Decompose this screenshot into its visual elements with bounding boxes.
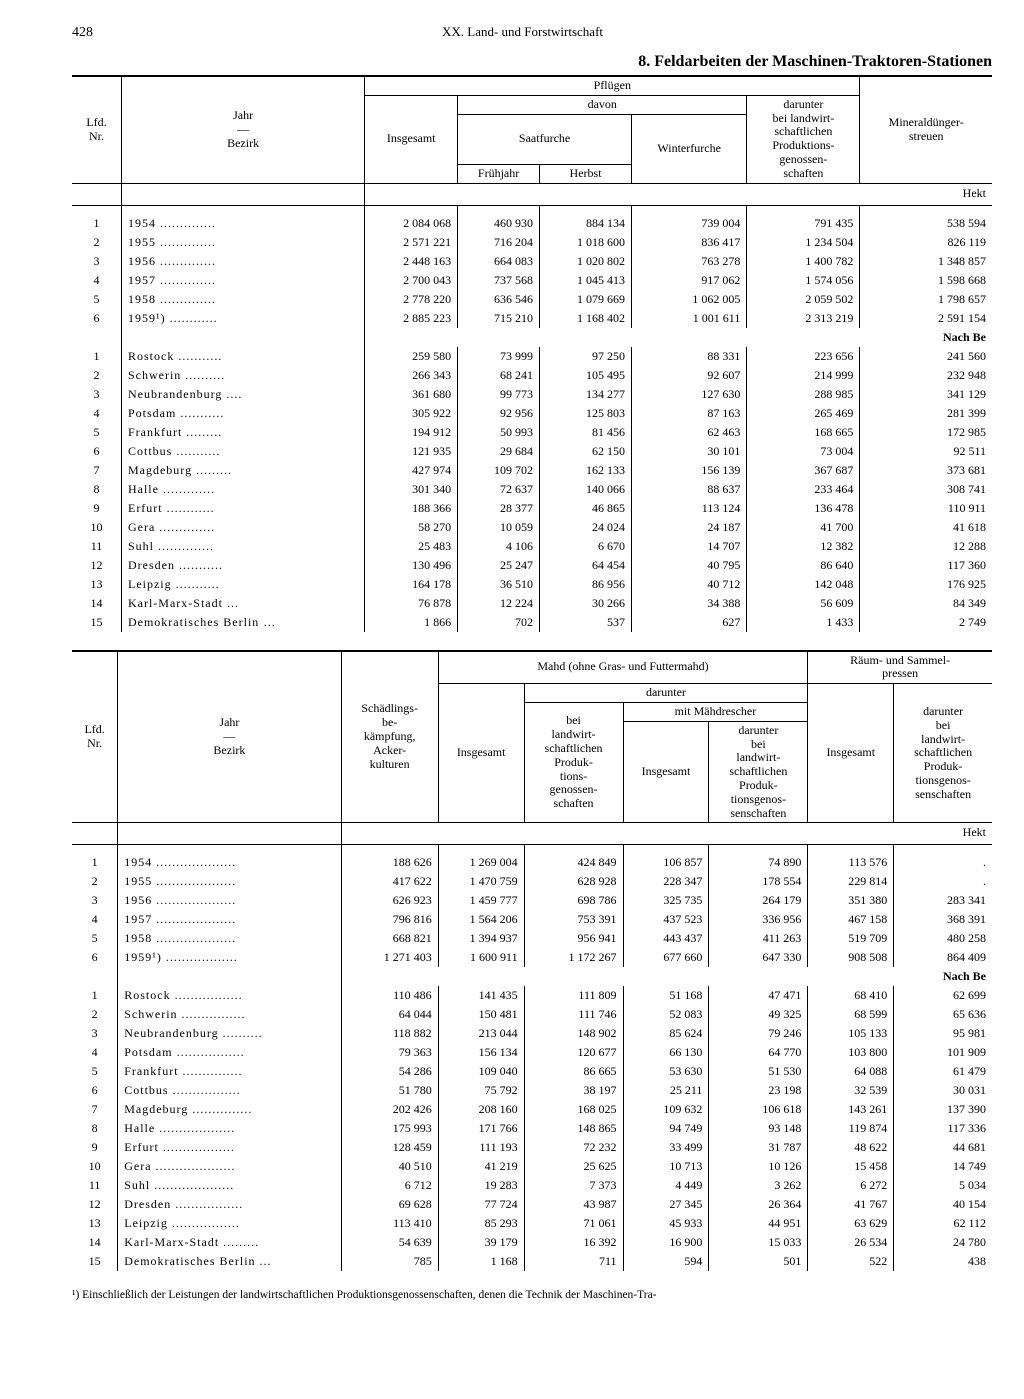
- table-row: 9Erfurt ..................128 459111 193…: [72, 1138, 992, 1157]
- table-row: 10Gera ....................40 51041 2192…: [72, 1157, 992, 1176]
- table-row: 3Neubrandenburg ..........118 882213 044…: [72, 1024, 992, 1043]
- col-mineral: Mineraldünger-streuen: [860, 76, 992, 183]
- table-row: 8Halle ...................175 993171 766…: [72, 1119, 992, 1138]
- table-row: 11Suhl ..............25 4834 1066 67014 …: [72, 537, 992, 556]
- col-mahd-darunter: darunter: [524, 684, 808, 703]
- table-row: 12Dresden .................69 62877 7244…: [72, 1195, 992, 1214]
- table-row: 21955 ....................417 6221 470 7…: [72, 872, 992, 891]
- table-row: 1Rostock ...........259 58073 99997 2508…: [72, 347, 992, 366]
- table-row: 9Erfurt ............188 36628 37746 8651…: [72, 499, 992, 518]
- table-row: 10Gera ..............58 27010 05924 0242…: [72, 518, 992, 537]
- col-md-lpg: darunterbeilandwirt-schaftlichenProduk-t…: [709, 721, 808, 823]
- col-schaedling: Schädlings-be-kämpfung,Acker-kulturen: [341, 651, 438, 823]
- page-number: 428: [72, 25, 93, 41]
- table-row: 11Suhl ....................6 71219 2837 …: [72, 1176, 992, 1195]
- table-row: 31956 ..............2 448 163664 0831 02…: [72, 252, 992, 271]
- table-row: 14Karl-Marx-Stadt .........54 63939 1791…: [72, 1233, 992, 1252]
- col-bezirk: Bezirk: [227, 136, 259, 150]
- table-row: 13Leipzig ...........164 17836 51086 956…: [72, 575, 992, 594]
- table-pfluegen: Lfd.Nr. Jahr— Bezirk Pflügen Mineraldüng…: [72, 75, 992, 632]
- table-row: 1Rostock .................110 486141 435…: [72, 986, 992, 1005]
- table-row: 21955 ..............2 571 221716 2041 01…: [72, 233, 992, 252]
- col-mahd-insg: Insgesamt: [438, 684, 524, 823]
- table-row: 8Halle .............301 34072 637140 066…: [72, 480, 992, 499]
- col-jahr-2: Jahr: [219, 715, 239, 729]
- table-row: 2Schwerin ................64 044150 4811…: [72, 1005, 992, 1024]
- col-darunter: darunterbei landwirt-schaftlichenProdukt…: [747, 95, 860, 183]
- col-saatfurche: Saatfurche: [458, 114, 632, 164]
- col-pfluegen: Pflügen: [365, 76, 860, 95]
- footnote: ¹) Einschließlich der Leistungen der lan…: [72, 1289, 992, 1301]
- col-md-insg: Insgesamt: [623, 721, 709, 823]
- unit-label-2: Hekt: [341, 823, 992, 845]
- col-winterfurche: Winterfurche: [632, 114, 747, 183]
- table-row: 6Cottbus .................51 78075 79238…: [72, 1081, 992, 1100]
- table-row: 51958 ....................668 8211 394 9…: [72, 929, 992, 948]
- col-lfd: Lfd.Nr.: [72, 76, 121, 183]
- col-jahr: Jahr: [233, 108, 253, 122]
- table-row: 11954 ....................188 6261 269 0…: [72, 845, 992, 873]
- col-lfd-2: Lfd.Nr.: [72, 651, 118, 823]
- table-row: 15Demokratisches Berlin ...7851 16871159…: [72, 1252, 992, 1271]
- col-bei-lpg: beilandwirt-schaftlichenProduk-tions-gen…: [524, 702, 623, 822]
- col-bezirk-2: Bezirk: [213, 743, 245, 757]
- table-row: 7Magdeburg ...............202 426208 160…: [72, 1100, 992, 1119]
- col-rp-insg: Insgesamt: [808, 684, 894, 823]
- table-row: 3Neubrandenburg ....361 68099 773134 277…: [72, 385, 992, 404]
- table-row: 4Potsdam ...........305 92292 956125 803…: [72, 404, 992, 423]
- table-row: 2Schwerin ..........266 34368 241105 495…: [72, 366, 992, 385]
- col-fruehjahr: Frühjahr: [458, 164, 540, 183]
- table-row: 13Leipzig .................113 41085 293…: [72, 1214, 992, 1233]
- table-mahd: Lfd.Nr. Jahr— Bezirk Schädlings-be-kämpf…: [72, 650, 992, 1272]
- table-row: 6Cottbus ...........121 93529 68462 1503…: [72, 442, 992, 461]
- col-mahd: Mahd (ohne Gras- und Futtermahd): [438, 651, 808, 684]
- table-row: 14Karl-Marx-Stadt ...76 87812 22430 2663…: [72, 594, 992, 613]
- table-row: 51958 ..............2 778 220636 5461 07…: [72, 290, 992, 309]
- table-row: 61959¹) ............2 885 223715 2101 16…: [72, 309, 992, 328]
- col-maehdrescher: mit Mähdrescher: [623, 702, 808, 721]
- col-davon: davon: [458, 95, 747, 114]
- col-raeum: Räum- und Sammel-pressen: [808, 651, 992, 684]
- table-row: 12Dresden ...........130 49625 24764 454…: [72, 556, 992, 575]
- table-title: 8. Feldarbeiten der Maschinen-Traktoren-…: [72, 53, 992, 71]
- table-row: 5Frankfurt ...............54 286109 0408…: [72, 1062, 992, 1081]
- table-row: 11954 ..............2 084 068460 930884 …: [72, 205, 992, 233]
- col-rp-lpg: darunterbeilandwirt-schaftlichenProduk-t…: [894, 684, 992, 823]
- table-row: 4Potsdam .................79 363156 1341…: [72, 1043, 992, 1062]
- table-row: 41957 ..............2 700 043737 5681 04…: [72, 271, 992, 290]
- table-row: 5Frankfurt .........194 91250 99381 4566…: [72, 423, 992, 442]
- chapter-title: XX. Land- und Forstwirtschaft: [93, 24, 952, 40]
- col-insgesamt: Insgesamt: [365, 95, 458, 183]
- table-row: 61959¹) ..................1 271 4031 600…: [72, 948, 992, 967]
- table-row: 15Demokratisches Berlin …1 8667025376271…: [72, 613, 992, 632]
- unit-label: Hekt: [365, 183, 992, 205]
- table-row: 41957 ....................796 8161 564 2…: [72, 910, 992, 929]
- page-header: 428 XX. Land- und Forstwirtschaft: [72, 24, 992, 41]
- table-row: 7Magdeburg .........427 974109 702162 13…: [72, 461, 992, 480]
- table-row: 31956 ....................626 9231 459 7…: [72, 891, 992, 910]
- col-herbst: Herbst: [540, 164, 632, 183]
